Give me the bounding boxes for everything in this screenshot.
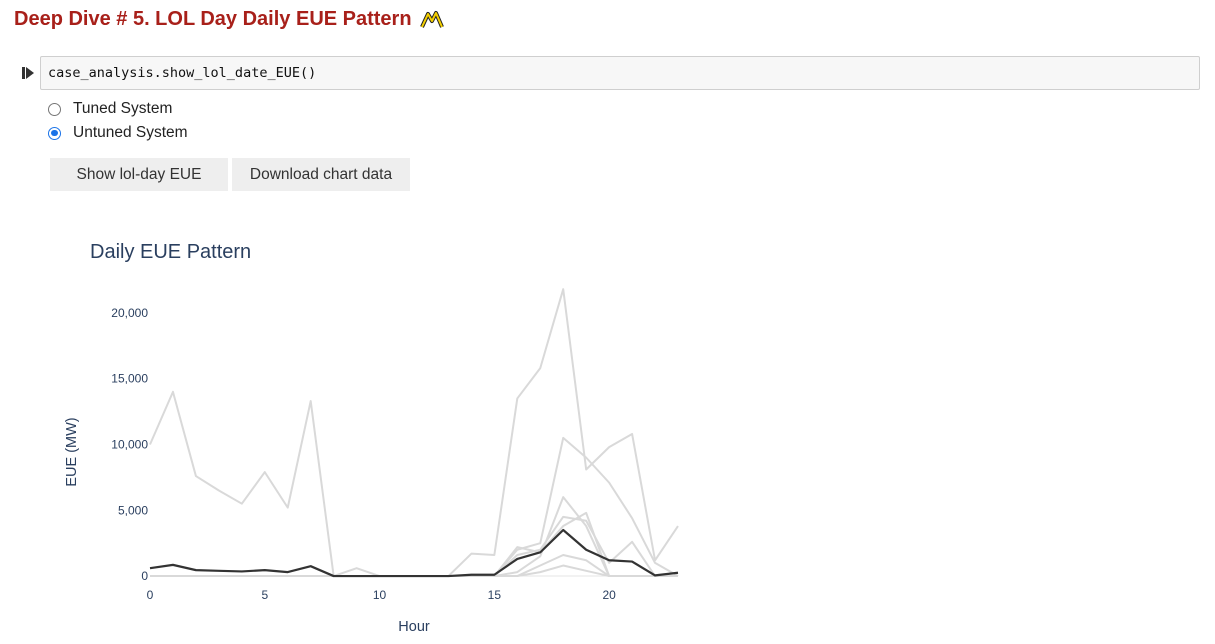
x-tick-label: 15 xyxy=(488,588,502,602)
y-tick-label: 20,000 xyxy=(111,306,148,320)
series-line-background xyxy=(149,288,679,578)
x-tick-label: 10 xyxy=(373,588,387,602)
radio-tuned-system[interactable]: Tuned System xyxy=(48,100,172,118)
series-line-background xyxy=(150,496,678,578)
show-lol-day-eue-button[interactable]: Show lol-day EUE xyxy=(50,158,228,191)
code-text: case_analysis.show_lol_date_EUE() xyxy=(48,65,317,81)
x-axis-title: Hour xyxy=(398,619,430,635)
y-tick-label: 10,000 xyxy=(111,437,148,451)
series-line-highlight xyxy=(149,528,679,578)
section-heading: Deep Dive # 5. LOL Day Daily EUE Pattern xyxy=(14,8,444,31)
chart-series xyxy=(149,288,679,578)
section-title: Deep Dive # 5. LOL Day Daily EUE Pattern xyxy=(14,8,412,30)
x-tick-label: 0 xyxy=(147,588,154,602)
radio-button[interactable] xyxy=(48,102,61,116)
radio-label: Untuned System xyxy=(73,124,188,141)
y-tick-label: 5,000 xyxy=(118,503,148,517)
chart-title: Daily EUE Pattern xyxy=(90,241,252,263)
x-tick-label: 5 xyxy=(261,588,268,602)
y-axis-title: EUE (MW) xyxy=(64,417,80,486)
radio-label: Tuned System xyxy=(73,100,173,117)
run-cell-icon[interactable] xyxy=(22,66,36,80)
chart-gridlines xyxy=(150,312,678,577)
x-tick-label: 20 xyxy=(602,588,616,602)
code-cell[interactable]: case_analysis.show_lol_date_EUE() xyxy=(40,56,1200,90)
radio-button-selected[interactable] xyxy=(48,126,61,140)
download-chart-data-button[interactable]: Download chart data xyxy=(232,158,410,191)
y-tick-label: 0 xyxy=(141,569,148,583)
mountain-icon xyxy=(419,10,444,28)
radio-untuned-system[interactable]: Untuned System xyxy=(48,124,188,142)
chart-tick-labels: 0 5,000 10,000 15,000 20,000 0 5 10 15 20 xyxy=(111,306,616,602)
y-tick-label: 15,000 xyxy=(111,372,148,386)
